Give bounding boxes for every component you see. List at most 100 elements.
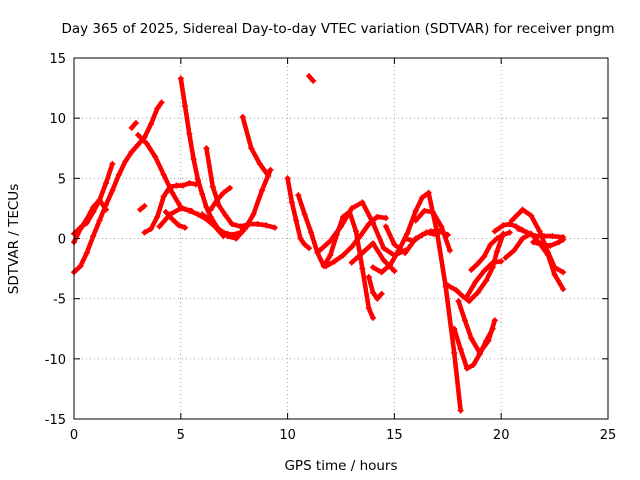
data-point <box>476 349 483 356</box>
data-point <box>254 221 261 228</box>
data-point <box>466 298 473 305</box>
data-point <box>323 263 330 270</box>
data-point <box>540 233 547 240</box>
data-point <box>301 241 308 248</box>
data-point <box>284 175 291 182</box>
data-point <box>382 223 389 230</box>
data-point <box>115 171 122 178</box>
data-point <box>545 252 552 259</box>
data-point <box>237 223 244 230</box>
data-point <box>308 229 315 236</box>
data-point <box>297 235 304 242</box>
x-tick-label: 15 <box>386 428 403 443</box>
data-point <box>402 235 409 242</box>
data-point <box>487 241 494 248</box>
data-point <box>96 217 103 224</box>
y-tick-label: 0 <box>58 233 66 248</box>
data-point <box>96 196 103 203</box>
data-point <box>109 187 116 194</box>
data-point <box>90 204 97 211</box>
data-point <box>470 361 477 368</box>
data-point <box>156 223 163 230</box>
data-point <box>135 132 142 139</box>
data-point <box>160 171 167 178</box>
data-point <box>250 211 257 218</box>
y-tick-label: -10 <box>45 353 66 368</box>
data-point <box>295 192 302 199</box>
data-point <box>348 259 355 266</box>
data-track <box>163 209 188 230</box>
data-point <box>83 216 90 223</box>
data-point <box>380 245 387 252</box>
data-point <box>190 156 197 163</box>
data-point <box>457 346 464 353</box>
data-point <box>147 121 154 128</box>
y-tick-label: 5 <box>58 172 66 187</box>
data-point <box>340 252 347 259</box>
data-point <box>511 247 518 254</box>
data-point <box>327 237 334 244</box>
data-point <box>500 231 507 238</box>
data-point <box>305 245 312 252</box>
data-point <box>246 221 253 228</box>
data-point <box>508 217 515 224</box>
data-point <box>137 206 144 213</box>
data-track <box>208 185 233 212</box>
data-point <box>560 269 567 276</box>
data-point <box>457 407 464 414</box>
data-point <box>474 260 481 267</box>
data-point <box>532 233 539 240</box>
y-axis-label: SDTVAR / TECUs <box>6 184 22 294</box>
data-point <box>331 258 338 265</box>
data-point <box>141 229 148 236</box>
data-point <box>179 182 186 189</box>
x-tick-label: 10 <box>279 428 296 443</box>
data-track <box>71 197 109 245</box>
x-tick-label: 20 <box>493 428 510 443</box>
data-point <box>481 253 488 260</box>
data-point <box>160 193 167 200</box>
data-point <box>152 153 159 160</box>
data-point <box>237 229 244 236</box>
data-point <box>135 141 142 148</box>
data-point <box>483 277 490 284</box>
data-point <box>421 207 428 214</box>
data-point <box>365 305 372 312</box>
data-point <box>267 166 274 173</box>
data-point <box>173 182 180 189</box>
data-track <box>306 73 316 84</box>
data-point <box>547 242 554 249</box>
data-point <box>378 269 385 276</box>
data-point <box>132 119 139 126</box>
data-point <box>506 221 513 228</box>
data-point <box>348 243 355 250</box>
data-point <box>122 158 129 165</box>
data-point <box>412 207 419 214</box>
data-point <box>528 212 535 219</box>
data-point <box>162 209 169 216</box>
data-point <box>474 289 481 296</box>
tick-labels: 0 5 10 15 20 25 -15 -10 -5 0 5 10 15 <box>45 52 617 443</box>
data-point <box>154 105 161 112</box>
data-point <box>209 183 216 190</box>
data-point <box>186 180 193 187</box>
x-tick-label: 25 <box>600 428 617 443</box>
data-point <box>203 145 210 152</box>
data-point <box>233 235 240 242</box>
data-point <box>485 337 492 344</box>
data-point <box>410 237 417 244</box>
data-point <box>203 204 210 211</box>
data-point <box>265 172 272 179</box>
data-point <box>226 184 233 191</box>
data-point <box>468 335 475 342</box>
y-tick-label: 10 <box>49 112 66 127</box>
data-point <box>370 264 377 271</box>
data-point <box>538 241 545 248</box>
data-point <box>305 73 312 80</box>
data-point <box>481 267 488 274</box>
data-point <box>523 229 530 236</box>
data-point <box>338 223 344 230</box>
data-point <box>177 205 184 212</box>
data-point <box>169 189 176 196</box>
y-tick-label: -5 <box>53 293 66 308</box>
